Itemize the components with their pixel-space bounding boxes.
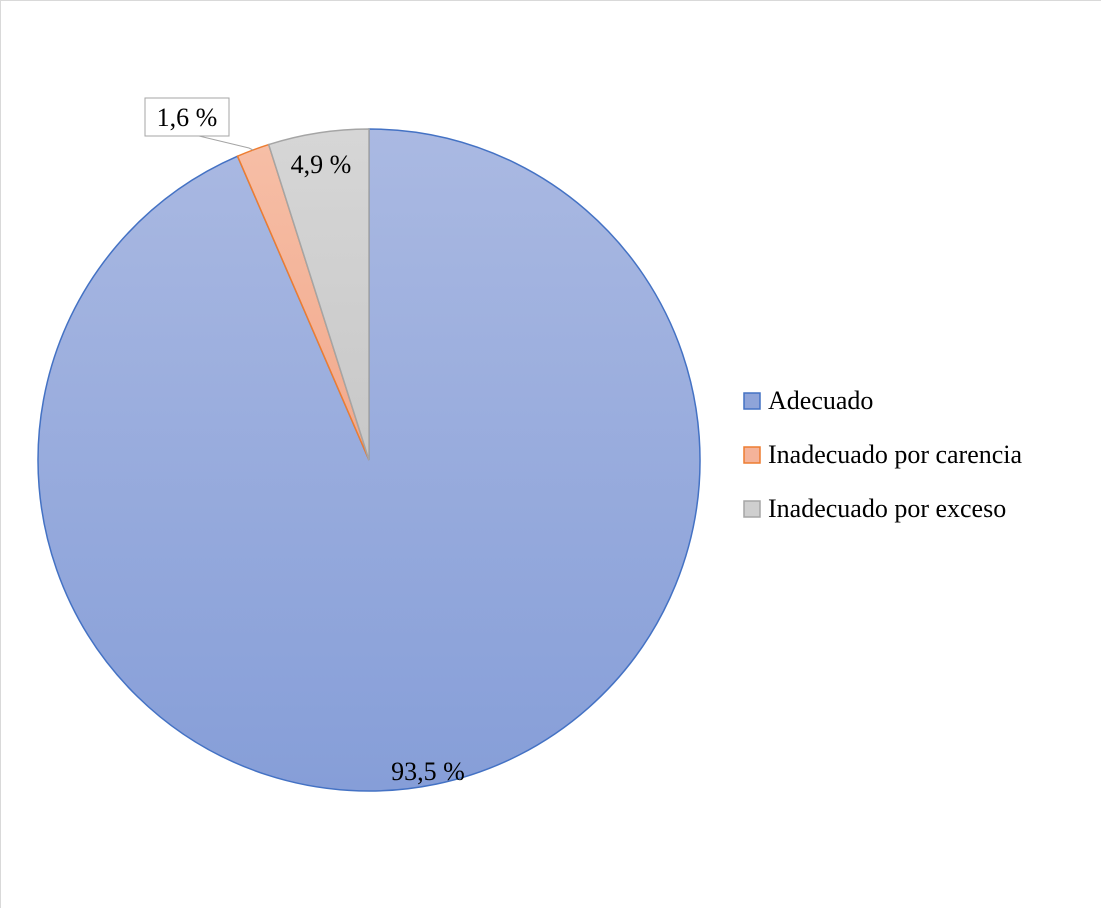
- pie-slices: [37, 128, 701, 792]
- data-label-box: [144, 97, 230, 137]
- legend-swatch-adecuado: [743, 392, 761, 410]
- data-label-adecuado: 93,5 %: [391, 757, 465, 786]
- legend-swatch-inadecuado-por-carencia: [743, 446, 761, 464]
- legend-label-inadecuado-por-carencia: Inadecuado por carencia: [768, 440, 1023, 469]
- pie-slice-inadecuado-por-exceso: [267, 128, 370, 461]
- legend: Adecuado Inadecuado por carencia Inadecuad…: [743, 386, 1023, 523]
- data-label-inadecuado-por-exceso: 4,9 %: [291, 150, 352, 179]
- leader-line: [198, 135, 254, 151]
- legend-label-inadecuado-por-exceso: Inadecuado por exceso: [768, 494, 1006, 523]
- data-label-inadecuado-por-carencia: 1,6 %: [157, 103, 218, 132]
- data-labels: 93,5 % 1,6 % 4,9 %: [157, 103, 465, 786]
- label-callouts: [144, 97, 254, 151]
- legend-label-adecuado: Adecuado: [768, 386, 873, 415]
- legend-swatch-inadecuado-por-exceso: [743, 500, 761, 518]
